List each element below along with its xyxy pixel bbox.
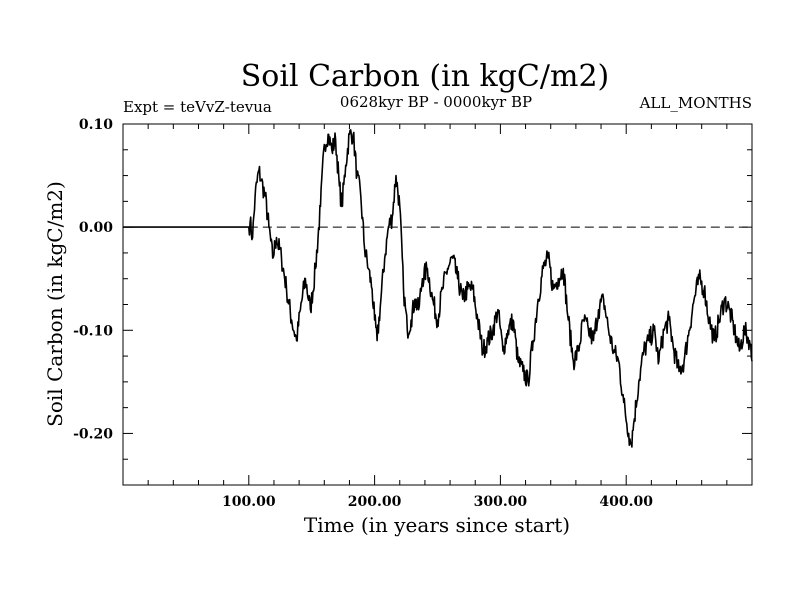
months-label: ALL_MONTHS [639,94,752,112]
x-tick-label: 300.00 [474,494,528,510]
x-tick-label: 400.00 [599,494,653,510]
y-tick-label: -0.20 [73,426,113,442]
y-tick-label: 0.00 [79,220,113,236]
x-tick-label: 200.00 [348,494,402,510]
x-axis-label: Time (in years since start) [304,513,570,537]
y-axis-label: Soil Carbon (in kgC/m2) [43,181,67,427]
x-tick-label: 100.00 [222,494,276,510]
y-tick-label: 0.10 [79,117,113,133]
y-tick-label: -0.10 [73,323,113,339]
experiment-label: Expt = teVvZ-tevua [123,98,272,116]
chart-subtitle: 0628kyr BP - 0000kyr BP [340,93,532,111]
chart-title: Soil Carbon (in kgC/m2) [241,59,609,94]
plot-layer: 100.00 200.00 300.00 400.00 0.10 0.00 -0.10 -0.… [73,117,753,510]
series-line [123,129,753,448]
plot-frame [122,123,753,486]
